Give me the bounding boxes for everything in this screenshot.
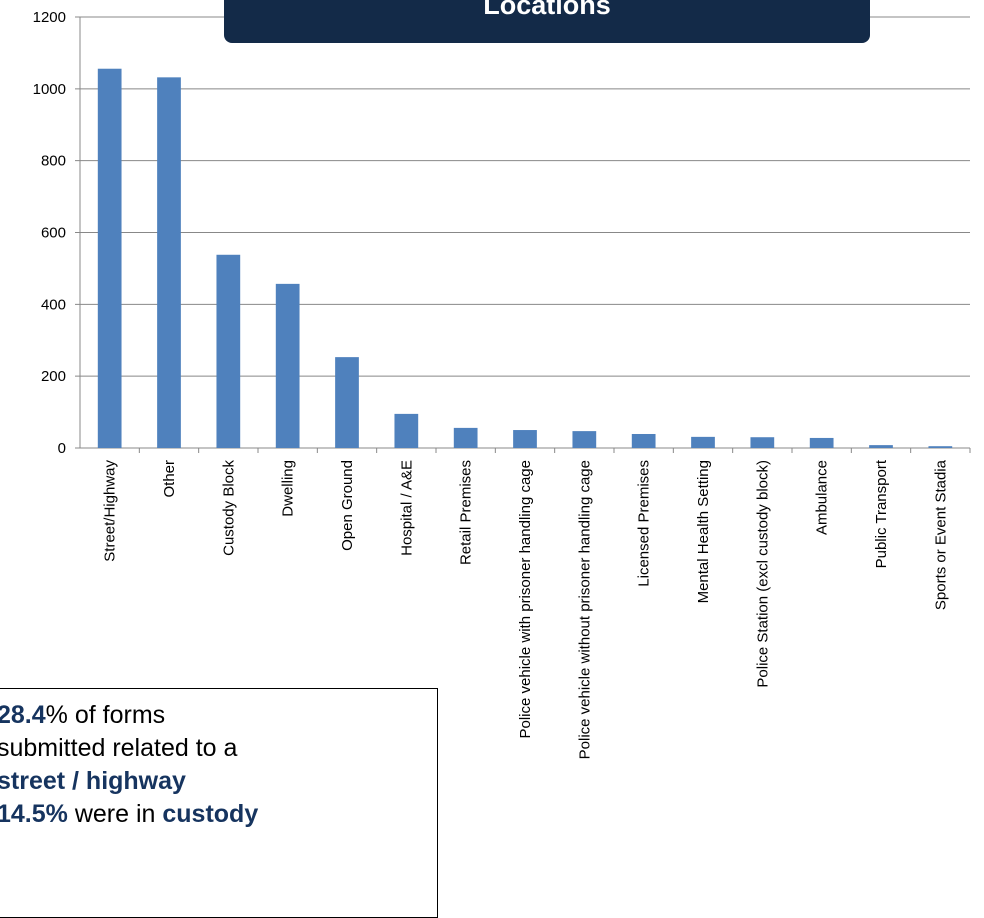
y-tick-label: 0	[58, 440, 66, 457]
annotation-line: street / highway	[0, 765, 437, 798]
plot: 0 200 400 600 800 1000 1200 Street/Highway Other…	[33, 9, 971, 759]
bar	[394, 413, 419, 448]
x-tick-label: Retail Premises	[458, 460, 475, 565]
x-tick-label: Hospital / A&E	[398, 460, 415, 556]
bar	[157, 77, 181, 448]
x-tick-label: Licensed Premises	[636, 460, 653, 587]
bar	[631, 433, 656, 448]
annotation-line: submitted related to a	[0, 732, 437, 765]
y-tick-label: 800	[41, 153, 66, 170]
bar	[97, 68, 122, 448]
y-tick-label: 1000	[33, 81, 66, 98]
x-tick-label: Public Transport	[873, 459, 890, 568]
x-tick-label: Custody Block	[220, 460, 237, 556]
x-tick-label: Sports or Event Stadia	[932, 459, 949, 610]
bar	[275, 283, 300, 448]
y-tick-label: 1200	[33, 9, 66, 26]
annotation-text: 28.4	[0, 701, 46, 729]
x-tick-label: Dwelling	[280, 460, 297, 517]
annotation-text: submitted related to a	[0, 734, 238, 762]
y-tick-label: 200	[41, 368, 66, 385]
x-tick-label: Street/Highway	[102, 460, 119, 562]
x-tick-label: Open Ground	[339, 460, 356, 551]
annotation-text: % of forms	[45, 701, 166, 729]
bar	[869, 445, 893, 448]
bar	[513, 430, 537, 448]
bar	[809, 437, 834, 448]
chart: 0 200 400 600 800 1000 1200 Street/Highway Other…	[33, 0, 971, 759]
title-box	[224, 0, 870, 43]
annotation-text: were in	[67, 800, 163, 828]
bar	[928, 446, 953, 448]
annotation-line: 14.5% were in custody	[0, 798, 437, 831]
x-tick-label: Other	[161, 460, 178, 498]
bar	[335, 357, 359, 448]
annotation-text: custody	[162, 800, 259, 828]
chart-title: Locations	[483, 0, 611, 20]
bar	[691, 436, 715, 448]
y-tick-label: 600	[41, 225, 66, 242]
bar	[216, 254, 241, 448]
bar	[750, 437, 775, 448]
x-tick-label: Police Station (excl custody block)	[754, 460, 771, 688]
annotation-line: 28.4% of forms	[0, 699, 437, 732]
annotation-text: 14.5%	[0, 800, 68, 828]
x-tick-label: Police vehicle with prisoner handling ca…	[517, 460, 534, 739]
x-tick-label: Mental Health Setting	[695, 460, 712, 603]
y-tick-label: 400	[41, 296, 66, 313]
annotation-text: street / highway	[0, 767, 186, 795]
annotation-box: 28.4% of forms submitted related to a stre…	[0, 688, 438, 918]
x-tick-label: Ambulance	[814, 460, 831, 535]
bar	[453, 427, 478, 448]
bar	[572, 431, 597, 448]
x-tick-label: Police vehicle without prisoner handling…	[576, 460, 593, 759]
